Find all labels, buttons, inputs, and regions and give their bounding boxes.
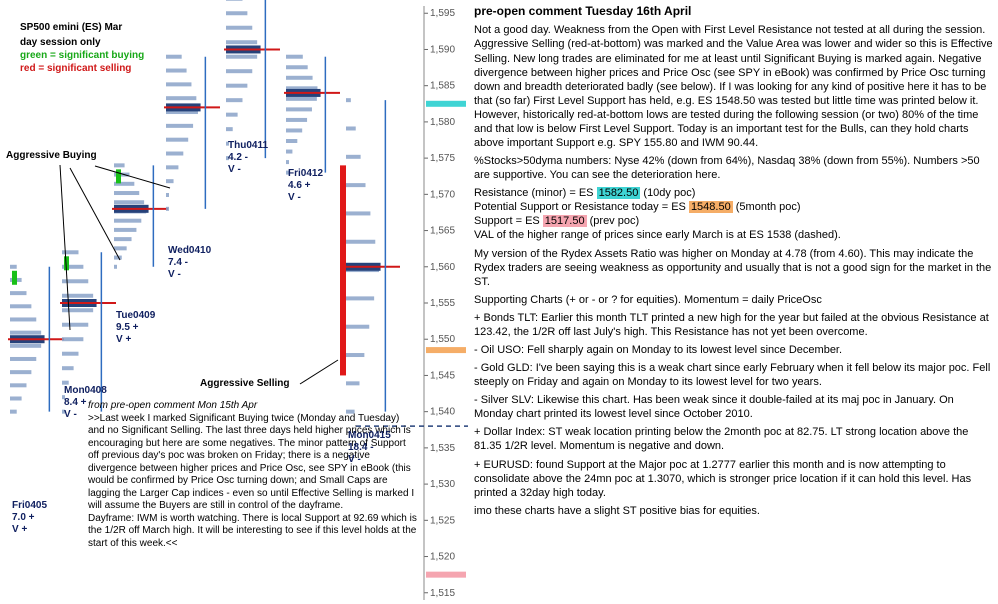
svg-text:1,575: 1,575: [430, 153, 455, 164]
res-label: Resistance (minor) = ES: [474, 187, 597, 199]
uso: - Oil USO: Fell sharply again on Monday …: [474, 343, 994, 357]
sup2-suffix: (prev poc): [587, 215, 640, 227]
para-1: Not a good day. Weakness from the Open w…: [474, 23, 994, 150]
svg-text:1,560: 1,560: [430, 262, 455, 273]
dxy: + Dollar Index: ST weak location printin…: [474, 425, 994, 453]
sup-label: Potential Support or Resistance today = …: [474, 201, 689, 213]
sup-val: 1548.50: [689, 201, 733, 213]
day-label-Mon0415: Mon041518.4 -V -: [348, 430, 391, 466]
svg-text:1,515: 1,515: [430, 588, 455, 599]
day-label-Mon0408: Mon04088.4 +V -: [64, 385, 107, 421]
svg-text:1,595: 1,595: [430, 8, 455, 19]
svg-text:1,520: 1,520: [430, 552, 455, 563]
prev-commentary-header: from pre-open comment Mon 15th Apr: [88, 400, 418, 413]
day-label-Wed0410: Wed04107.4 -V -: [168, 245, 211, 281]
resistance-line: Resistance (minor) = ES 1582.50 (10dy po…: [474, 186, 994, 242]
tlt: + Bonds TLT: Earlier this month TLT prin…: [474, 311, 994, 339]
svg-text:1,555: 1,555: [430, 298, 455, 309]
eur: + EURUSD: found Support at the Major poc…: [474, 458, 994, 500]
svg-text:1,550: 1,550: [430, 334, 455, 345]
page-title: pre-open comment Tuesday 16th April: [474, 4, 994, 19]
chart-title: SP500 emini (ES) Mar: [20, 22, 122, 35]
svg-text:1,540: 1,540: [430, 407, 455, 418]
para-2: %Stocks>50dyma numbers: Nyse 42% (down f…: [474, 154, 994, 182]
sup-suffix: (5month poc): [733, 201, 801, 213]
prev-commentary: from pre-open comment Mon 15th Apr >>Las…: [88, 400, 418, 550]
svg-text:1,545: 1,545: [430, 370, 455, 381]
val-line: VAL of the higher range of prices since …: [474, 229, 841, 241]
imo: imo these charts have a slight ST positi…: [474, 504, 994, 518]
day-label-Fri0405: Fri04057.0 +V +: [12, 500, 47, 536]
svg-text:1,585: 1,585: [430, 81, 455, 92]
para-4: Supporting Charts (+ or - or ? for equit…: [474, 293, 994, 307]
svg-text:1,530: 1,530: [430, 479, 455, 490]
svg-text:1,525: 1,525: [430, 515, 455, 526]
body-pane: pre-open comment Tuesday 16th April Not …: [474, 4, 994, 600]
res-val: 1582.50: [597, 187, 641, 199]
sup2-label: Support = ES: [474, 215, 543, 227]
svg-text:1,570: 1,570: [430, 189, 455, 200]
sup2-val: 1517.50: [543, 215, 587, 227]
legend-subtitle: day session only: [20, 36, 144, 49]
svg-text:1,590: 1,590: [430, 44, 455, 55]
para-3: My version of the Rydex Assets Ratio was…: [474, 247, 994, 289]
gld: - Gold GLD: I've been saying this is a w…: [474, 361, 994, 389]
annotation-aggressive-buying: Aggressive Buying: [6, 150, 97, 163]
slv: - Silver SLV: Likewise this chart. Has b…: [474, 393, 994, 421]
legend-sell: red = significant selling: [20, 62, 144, 75]
chart-pane: 1,515 1,520 1,525 1,530 1,535 1,540 1,545 1,550…: [0, 0, 468, 604]
day-label-Fri0412: Fri04124.6 +V -: [288, 168, 323, 204]
svg-text:1,565: 1,565: [430, 226, 455, 237]
annotation-aggressive-selling: Aggressive Selling: [200, 378, 289, 391]
svg-text:1,535: 1,535: [430, 443, 455, 454]
res-suffix: (10dy poc): [640, 187, 695, 199]
day-label-Thu0411: Thu04114.2 -V -: [228, 140, 268, 176]
svg-text:1,580: 1,580: [430, 117, 455, 128]
chart-legend: day session only green = significant buy…: [20, 36, 144, 75]
legend-buy: green = significant buying: [20, 49, 144, 62]
day-label-Tue0409: Tue04099.5 +V +: [116, 310, 155, 346]
